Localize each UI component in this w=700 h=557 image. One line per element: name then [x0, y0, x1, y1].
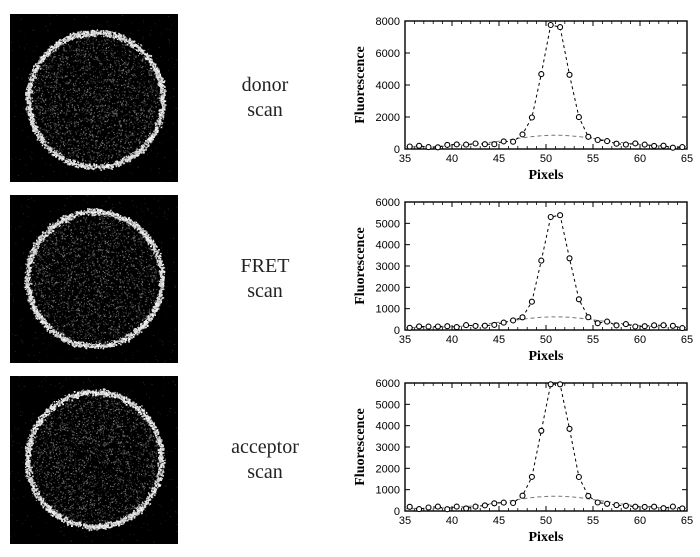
- x-tick-label: 35: [399, 153, 411, 165]
- y-tick-label: 6000: [376, 197, 400, 209]
- y-tick-label: 2000: [376, 112, 400, 124]
- x-axis-label: Pixels: [529, 530, 565, 545]
- label-line: scan: [247, 280, 283, 302]
- y-tick-label: 4000: [376, 420, 400, 432]
- y-tick-label: 6000: [376, 48, 400, 60]
- scan-image-donor: [10, 14, 178, 182]
- x-tick-label: 45: [493, 334, 505, 346]
- x-tick-label: 35: [399, 515, 411, 527]
- x-tick-label: 65: [681, 153, 693, 165]
- label-line: scan: [247, 461, 283, 483]
- y-tick-label: 2000: [376, 463, 400, 475]
- y-axis-label: Fluorescence: [353, 408, 368, 486]
- x-tick-label: 45: [493, 515, 505, 527]
- x-tick-label: 55: [587, 153, 599, 165]
- label-line: donor: [242, 74, 289, 96]
- y-tick-label: 3000: [376, 442, 400, 454]
- x-tick-label: 45: [493, 153, 505, 165]
- ring-svg: [10, 195, 178, 363]
- x-tick-label: 65: [681, 515, 693, 527]
- y-tick-label: 1000: [376, 484, 400, 496]
- y-tick-label: 2000: [376, 282, 400, 294]
- x-tick-label: 65: [681, 334, 693, 346]
- y-tick-label: 6000: [376, 378, 400, 390]
- x-tick-label: 60: [634, 334, 646, 346]
- y-axis-label: Fluorescence: [353, 227, 368, 305]
- scan-label-acceptor: acceptor scan: [190, 435, 340, 485]
- chart-acceptor: 35 40 45 50 55 60 65 0 1000 2000 3000 4000 5000 6000 P…: [350, 375, 695, 545]
- x-tick-label: 40: [446, 515, 458, 527]
- ring-svg: [10, 376, 178, 544]
- ring-svg: [10, 14, 178, 182]
- chart-svg: 35 40 45 50 55 60 65 0 2000 4000 6000 8000 Pixels Flu…: [350, 13, 695, 183]
- figure-grid: donor scan 35404550556065020004000600080…: [10, 10, 690, 547]
- y-tick-label: 4000: [376, 80, 400, 92]
- y-tick-label: 0: [394, 144, 400, 156]
- scan-image-acceptor: [10, 376, 178, 544]
- scan-image-fret: [10, 195, 178, 363]
- scan-label-fret: FRET scan: [190, 254, 340, 304]
- y-tick-label: 0: [394, 325, 400, 337]
- x-tick-label: 60: [634, 153, 646, 165]
- label-line: acceptor: [231, 436, 299, 458]
- x-tick-label: 40: [446, 334, 458, 346]
- y-tick-label: 5000: [376, 399, 400, 411]
- chart-fret: 35 40 45 50 55 60 65 0 1000 2000 3000 4000 5000 6000 P…: [350, 194, 695, 364]
- y-tick-label: 4000: [376, 239, 400, 251]
- x-tick-label: 55: [587, 515, 599, 527]
- chart-svg: 35 40 45 50 55 60 65 0 1000 2000 3000 4000 5000 6000 P…: [350, 375, 695, 545]
- label-line: scan: [247, 99, 283, 121]
- x-tick-label: 50: [540, 153, 552, 165]
- x-tick-label: 60: [634, 515, 646, 527]
- scan-label-donor: donor scan: [190, 73, 340, 123]
- y-tick-label: 1000: [376, 303, 400, 315]
- x-tick-label: 50: [540, 334, 552, 346]
- chart-donor: 35 40 45 50 55 60 65 0 2000 4000 6000 8000 Pixels Flu…: [350, 13, 695, 183]
- x-tick-label: 50: [540, 515, 552, 527]
- label-line: FRET: [241, 255, 290, 277]
- x-axis-label: Pixels: [529, 349, 565, 364]
- chart-svg: 35 40 45 50 55 60 65 0 1000 2000 3000 4000 5000 6000 P…: [350, 194, 695, 364]
- y-tick-label: 3000: [376, 261, 400, 273]
- x-tick-label: 55: [587, 334, 599, 346]
- y-axis-label: Fluorescence: [353, 46, 368, 124]
- y-tick-label: 8000: [376, 16, 400, 28]
- x-axis-label: Pixels: [529, 168, 565, 183]
- y-tick-label: 5000: [376, 218, 400, 230]
- y-tick-label: 0: [394, 506, 400, 518]
- x-tick-label: 35: [399, 334, 411, 346]
- x-tick-label: 40: [446, 153, 458, 165]
